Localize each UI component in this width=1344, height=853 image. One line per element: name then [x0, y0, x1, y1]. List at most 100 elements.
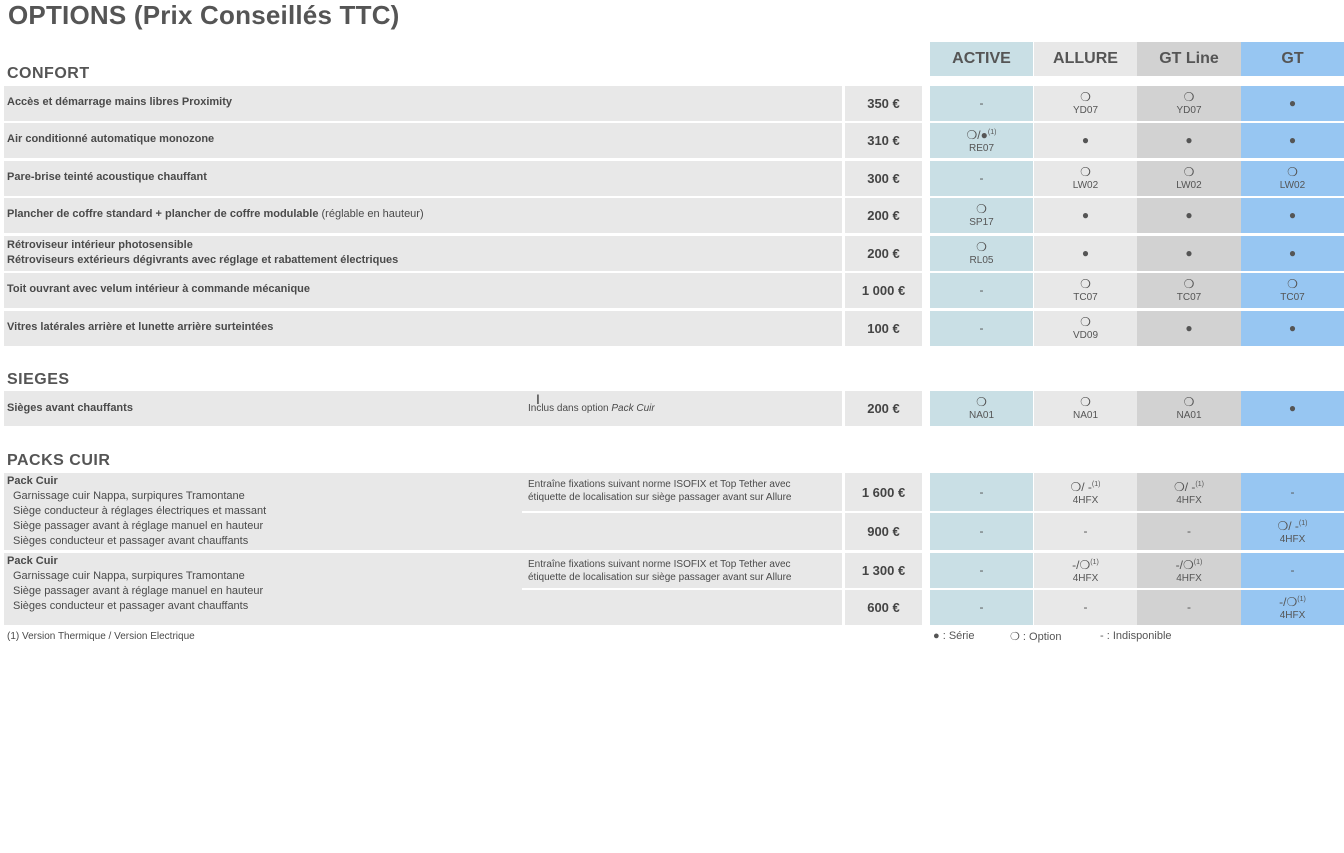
option-code: 4HFX	[1176, 494, 1202, 506]
confort-2-cell-2: ❍ LW02	[1137, 161, 1241, 196]
pack-cuir-1-b-cell-1: -	[1034, 513, 1137, 550]
availability-symbol: -	[979, 283, 984, 297]
legend-indisponible: - : Indisponible	[1100, 630, 1172, 642]
confort-4-cell-1: ●	[1034, 236, 1137, 271]
confort-3-cell-2: ●	[1137, 198, 1241, 233]
pack-cuir-1-feature: Garnissage cuir Nappa, surpiqures Tramon…	[13, 490, 245, 502]
footnote-ref: (1)	[1090, 559, 1099, 566]
option-code: 4HFX	[1176, 573, 1202, 584]
availability-symbol: -	[979, 96, 984, 110]
availability-symbol: -/❍(1)	[1072, 558, 1099, 572]
option-label: Toit ouvrant avec velum intérieur à comm…	[7, 283, 310, 295]
availability-symbol: ❍	[1183, 89, 1195, 104]
pack-cuir-1-divider	[522, 511, 842, 513]
pack-cuir-1-b-cell-0: -	[930, 513, 1033, 550]
availability-symbol: -	[1290, 563, 1295, 577]
availability-symbol: ❍	[976, 239, 987, 254]
availability-symbol: ●	[1288, 133, 1297, 147]
footnote-ref: (1)	[1193, 559, 1203, 566]
confort-6-cell-3: ●	[1241, 311, 1344, 346]
pack-cuir-2-a-cell-1: -/❍(1) 4HFX	[1034, 553, 1137, 588]
pack-cuir-1-price-a: 1 600 €	[845, 473, 922, 511]
option-label: Rétroviseur intérieur photosensible Rétro…	[7, 239, 399, 266]
confort-3-cell-3: ●	[1241, 198, 1344, 233]
confort-1-cell-3: ●	[1241, 123, 1344, 158]
pack-cuir-1-feature: Siège conducteur à réglages électriques …	[13, 505, 267, 517]
confort-4-cell-2: ●	[1137, 236, 1241, 271]
option-code: 4HFX	[1279, 534, 1306, 545]
pack-cuir-1-b-cell-2: -	[1137, 513, 1241, 550]
availability-symbol: ❍	[1080, 276, 1091, 291]
confort-5-cell-3: ❍ TC07	[1241, 273, 1344, 308]
confort-3-cell-0: ❍ SP17	[930, 198, 1033, 233]
option-price: 100 €	[845, 311, 922, 346]
sieges-cell-0: ❍ NA01	[930, 391, 1033, 426]
pack-cuir-2-price-b: 600 €	[845, 590, 922, 625]
page-title: OPTIONS (Prix Conseillés TTC)	[8, 0, 400, 30]
confort-2-cell-3: ❍ LW02	[1241, 161, 1344, 196]
availability-symbol: ❍	[1183, 394, 1195, 409]
availability-symbol: -	[1187, 600, 1191, 614]
option-price: 350 €	[845, 86, 922, 121]
pack-cuir-2-divider	[522, 588, 842, 590]
footnote-ref: (1)	[1297, 596, 1306, 603]
confort-1-cell-1: ●	[1034, 123, 1137, 158]
pack-cuir-1-a-cell-1: ❍/ -(1) 4HFX	[1034, 473, 1137, 511]
availability-symbol: ●	[1081, 208, 1090, 222]
pack-cuir-2-price-a: 1 300 €	[845, 553, 922, 588]
availability-symbol: -	[979, 484, 984, 499]
availability-symbol: ●	[1185, 246, 1193, 260]
option-price: 200 €	[845, 236, 922, 271]
availability-symbol: -/❍(1)	[1279, 595, 1306, 609]
confort-6-cell-1: ❍ VD09	[1034, 311, 1137, 346]
option-code: NA01	[1176, 409, 1202, 421]
availability-symbol: ●	[1288, 96, 1297, 110]
option-code: NA01	[968, 409, 994, 421]
pack-cuir-1-a-cell-2: ❍/ -(1) 4HFX	[1137, 473, 1241, 511]
confort-6-cell-0: -	[930, 311, 1033, 346]
pack-cuir-2-title: Pack Cuir Garnissage cuir Nappa, surpiqur…	[7, 555, 264, 612]
sieges-note: Inclus dans option Pack Cuir	[528, 402, 655, 415]
confort-6-cell-2: ●	[1137, 311, 1241, 346]
availability-symbol: ❍/●(1)	[966, 128, 997, 142]
confort-0-cell-1: ❍ YD07	[1034, 86, 1137, 121]
availability-symbol: ●	[1288, 321, 1297, 335]
pack-cuir-1-b-cell-3: ❍/ -(1) 4HFX	[1241, 513, 1344, 550]
availability-symbol: ❍	[1183, 164, 1195, 179]
confort-0-cell-3: ●	[1241, 86, 1344, 121]
option-code: VD09	[1072, 329, 1098, 341]
column-header-active: ACTIVE	[930, 42, 1033, 76]
footnote-ref: (1)	[1195, 480, 1204, 488]
option-code: SP17	[969, 216, 994, 228]
availability-symbol: ❍	[1080, 394, 1091, 409]
footnote: (1) Version Thermique / Version Electriq…	[7, 631, 195, 642]
table-row	[4, 198, 842, 233]
sieges-cell-1: ❍ NA01	[1034, 391, 1137, 426]
option-code: 4HFX	[1279, 610, 1306, 621]
pack-cuir-1-price-b: 900 €	[845, 513, 922, 550]
pack-cuir-2-feature: Garnissage cuir Nappa, surpiqures Tramon…	[13, 570, 245, 582]
availability-symbol: ●	[1185, 321, 1193, 335]
column-header-allure: ALLURE	[1034, 42, 1137, 76]
option-code: LW02	[1279, 179, 1306, 191]
availability-symbol: ❍/ -(1)	[1174, 479, 1204, 494]
availability-symbol: ●	[1081, 133, 1090, 147]
availability-symbol: ❍	[1080, 89, 1091, 104]
option-code: LW02	[1176, 179, 1202, 191]
option-label: Sièges avant chauffants	[7, 402, 133, 414]
availability-symbol: ❍	[1183, 276, 1195, 291]
pack-cuir-1-feature: Siège passager avant à réglage manuel en…	[13, 520, 264, 532]
availability-symbol: -	[979, 171, 984, 185]
confort-0-cell-0: -	[930, 86, 1033, 121]
availability-symbol: -	[1083, 600, 1088, 614]
legend-option: ❍ : Option	[1010, 631, 1062, 643]
availability-symbol: ❍/ -(1)	[1070, 479, 1101, 494]
option-code: RL05	[969, 254, 994, 266]
section-title-confort: CONFORT	[7, 65, 90, 82]
option-price: 310 €	[845, 123, 922, 158]
availability-symbol: -	[979, 600, 984, 614]
column-header-gtline: GT Line	[1137, 42, 1241, 76]
pack-cuir-2-feature: Siège passager avant à réglage manuel en…	[13, 585, 264, 597]
option-code: TC07	[1280, 291, 1305, 303]
table-row	[4, 273, 842, 308]
